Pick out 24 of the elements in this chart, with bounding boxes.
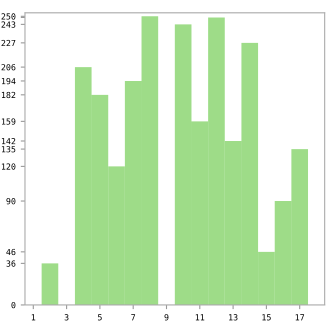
y-tick-label: 120: [2, 163, 16, 170]
bar: [42, 263, 58, 305]
y-tick-label: 142: [2, 138, 16, 144]
x-tick-label: 17: [296, 314, 304, 320]
y-tick-label: 194: [2, 78, 16, 84]
x-tick-label: 3: [64, 314, 68, 320]
x-tick-label: 15: [262, 314, 271, 320]
y-tick-label: 159: [2, 118, 16, 125]
y-tick-label: 182: [2, 92, 16, 98]
y-tick-label: 36: [6, 260, 16, 267]
y-tick-label: 46: [6, 248, 16, 256]
y-tick-label: 206: [2, 64, 16, 70]
y-tick-label: 250: [2, 13, 16, 20]
x-tick-label: 11: [196, 314, 204, 320]
x-tick-label: 1: [32, 314, 36, 320]
y-tick-label: 0: [11, 302, 16, 308]
x-tick-label: 7: [131, 314, 136, 320]
y-tick-label: 227: [2, 40, 16, 46]
y-tick-label: 243: [2, 21, 16, 28]
y-tick-label: 90: [6, 198, 16, 204]
x-tick-label: 13: [229, 314, 238, 320]
x-tick-label: 9: [164, 314, 168, 320]
x-tick-label: 5: [98, 314, 102, 320]
y-tick-label: 135: [2, 146, 16, 152]
